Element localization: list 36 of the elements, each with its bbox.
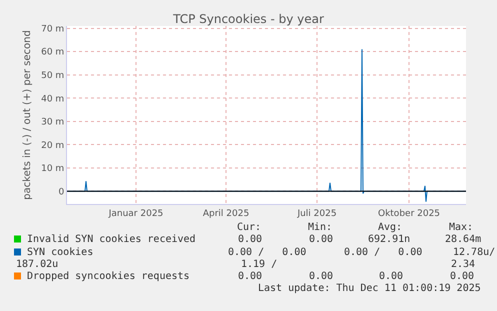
y-tick-label: 50 m xyxy=(41,71,64,82)
y-tick-label: 10 m xyxy=(41,164,64,174)
y-tick-label: 70 m xyxy=(41,24,64,34)
text: 0.00 xyxy=(450,271,474,282)
text: Last update: Thu Dec 11 01:00:19 2025 xyxy=(258,283,481,294)
text: 0.00 xyxy=(238,234,262,245)
x-tick-label: Juli 2025 xyxy=(296,208,337,219)
y-tick-label: 0 xyxy=(58,187,64,198)
text: 0.00 xyxy=(238,271,262,282)
text: 187.02u xyxy=(16,259,58,270)
y-tick-label: 30 m xyxy=(41,118,64,128)
text: Min: xyxy=(308,222,332,233)
text: 0.00 xyxy=(309,271,334,282)
text: 1.19 / xyxy=(241,259,278,270)
x-tick-label: Oktober 2025 xyxy=(378,208,440,219)
text: 12.78u/ xyxy=(453,247,496,258)
text: Avg: xyxy=(378,222,402,233)
text: 0.00 / 0.00 xyxy=(344,247,422,258)
text: 2.34 xyxy=(451,259,476,270)
chart-title: TCP Syncookies - by year xyxy=(172,12,324,26)
x-tick-label: April 2025 xyxy=(202,208,250,219)
legend-label: Invalid SYN cookies received xyxy=(27,234,196,245)
legend-label: SYN cookies xyxy=(27,247,94,258)
text: 28.64m xyxy=(445,234,482,245)
text: Max: xyxy=(449,222,474,233)
y-tick-label: 60 m xyxy=(41,48,64,58)
x-tick-label: Januar 2025 xyxy=(108,208,164,219)
legend-label: Dropped syncookies requests xyxy=(27,271,190,282)
text: 0.00 / 0.00 xyxy=(228,247,306,258)
y-axis-title: packets in (-) / out (+) per second xyxy=(22,30,34,200)
text: Cur: xyxy=(237,222,262,233)
y-tick-label: 40 m xyxy=(41,94,64,104)
text: 692.91n xyxy=(368,234,410,245)
text: 0.00 xyxy=(379,271,404,282)
y-tick-label: 20 m xyxy=(41,140,64,151)
text: 0.00 xyxy=(309,234,334,245)
